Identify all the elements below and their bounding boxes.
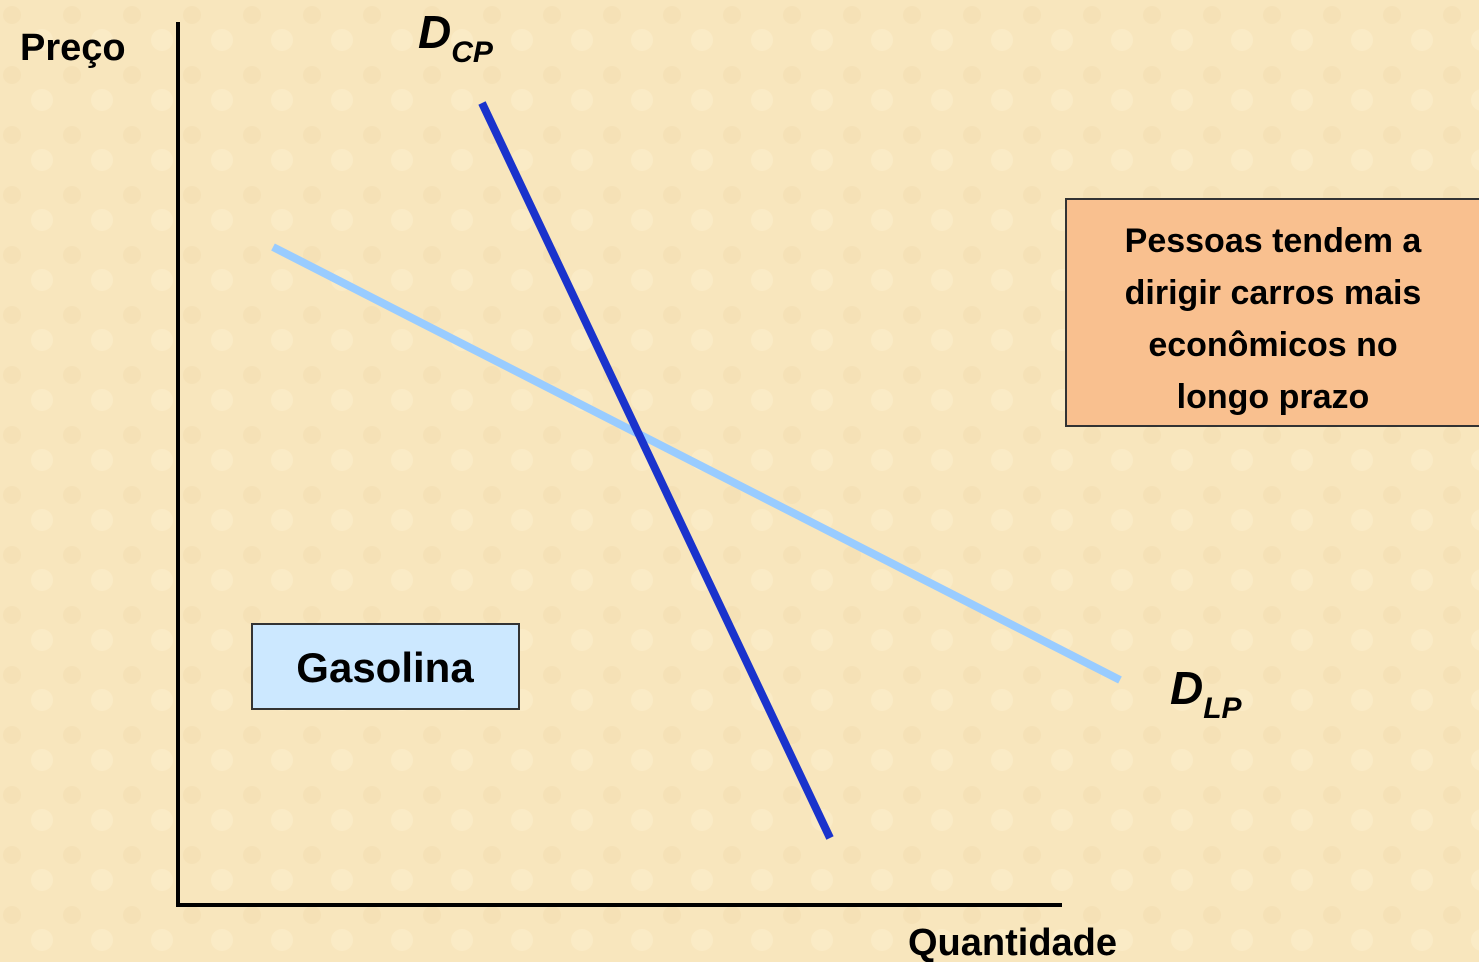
note-text: Pessoas tendem a dirigir carros mais econô… [1125, 222, 1423, 416]
product-box [251, 623, 520, 710]
note-line: longo prazo [1177, 378, 1370, 416]
curve-label-sub: LP [1203, 692, 1242, 725]
note-line: econômicos no [1148, 326, 1397, 364]
product-label: Gasolina [296, 644, 474, 691]
curve-label: DLP [1170, 662, 1243, 725]
x-axis-label: Quantidade [908, 922, 1117, 962]
note-box [1065, 198, 1479, 427]
long-run-demand [271, 243, 1122, 684]
curve-label-main: D [1170, 662, 1203, 714]
short-run-demand [478, 101, 834, 840]
curve-label: DCP [418, 6, 494, 69]
curve-label-main: D [418, 6, 451, 58]
note-line: Pessoas tendem a [1125, 222, 1423, 260]
curve-label-sub: CP [451, 36, 494, 69]
y-axis-label: Preço [20, 27, 126, 69]
note-line: dirigir carros mais [1125, 274, 1422, 312]
